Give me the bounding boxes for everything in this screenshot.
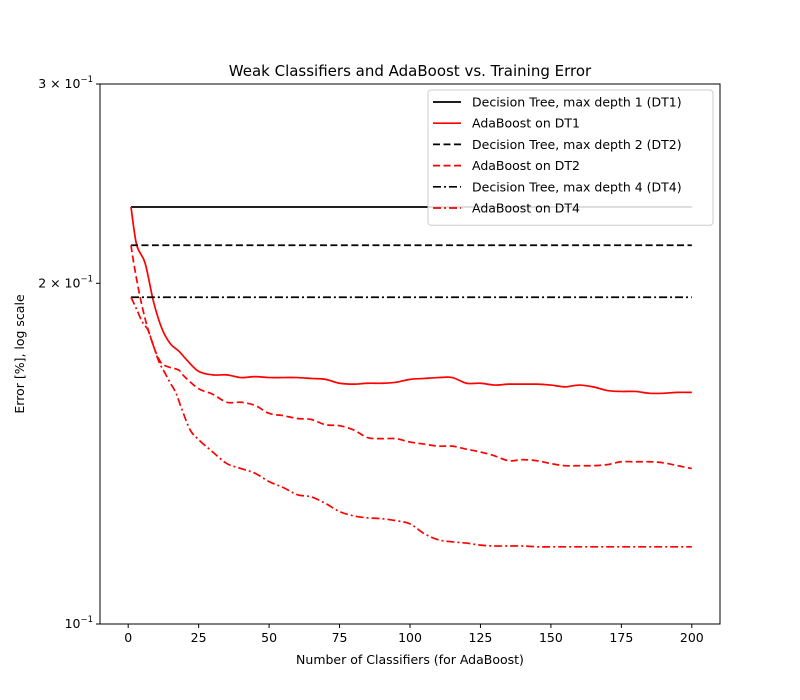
series-layer: [130, 206, 692, 548]
x-tick-label: 125: [469, 630, 493, 645]
y-axis-label: Error [%], log scale: [12, 294, 27, 414]
x-tick-label: 175: [609, 630, 633, 645]
x-axis: 0 25 50 75 100 125 150 175 200: [124, 624, 704, 645]
x-tick-label: 75: [332, 630, 348, 645]
chart-title: Weak Classifiers and AdaBoost vs. Traini…: [229, 62, 592, 80]
legend-label: Decision Tree, max depth 2 (DT2): [472, 137, 682, 152]
y-tick-label: 3 × 10−1: [38, 75, 93, 91]
legend: Decision Tree, max depth 1 (DT1) AdaBoost…: [427, 89, 714, 226]
legend-label: AdaBoost on DT4: [472, 201, 580, 216]
y-axis: 3 × 10−12 × 10−110−1: [38, 75, 100, 631]
series-line-6: [130, 296, 692, 548]
legend-box: [427, 89, 714, 226]
x-tick-label: 200: [680, 630, 704, 645]
x-tick-label: 25: [191, 630, 207, 645]
x-tick-label: 0: [124, 630, 132, 645]
y-tick-label: 2 × 10−1: [38, 274, 93, 290]
x-axis-label: Number of Classifiers (for AdaBoost): [296, 652, 524, 667]
legend-label: AdaBoost on DT2: [472, 158, 580, 173]
legend-label: Decision Tree, max depth 1 (DT1): [472, 95, 682, 110]
legend-label: Decision Tree, max depth 4 (DT4): [472, 179, 682, 194]
x-tick-label: 100: [398, 630, 422, 645]
legend-label: AdaBoost on DT1: [472, 116, 580, 131]
series-line-4: [130, 245, 692, 470]
x-tick-label: 150: [539, 630, 563, 645]
x-tick-label: 50: [261, 630, 277, 645]
series-line-2: [130, 206, 692, 395]
